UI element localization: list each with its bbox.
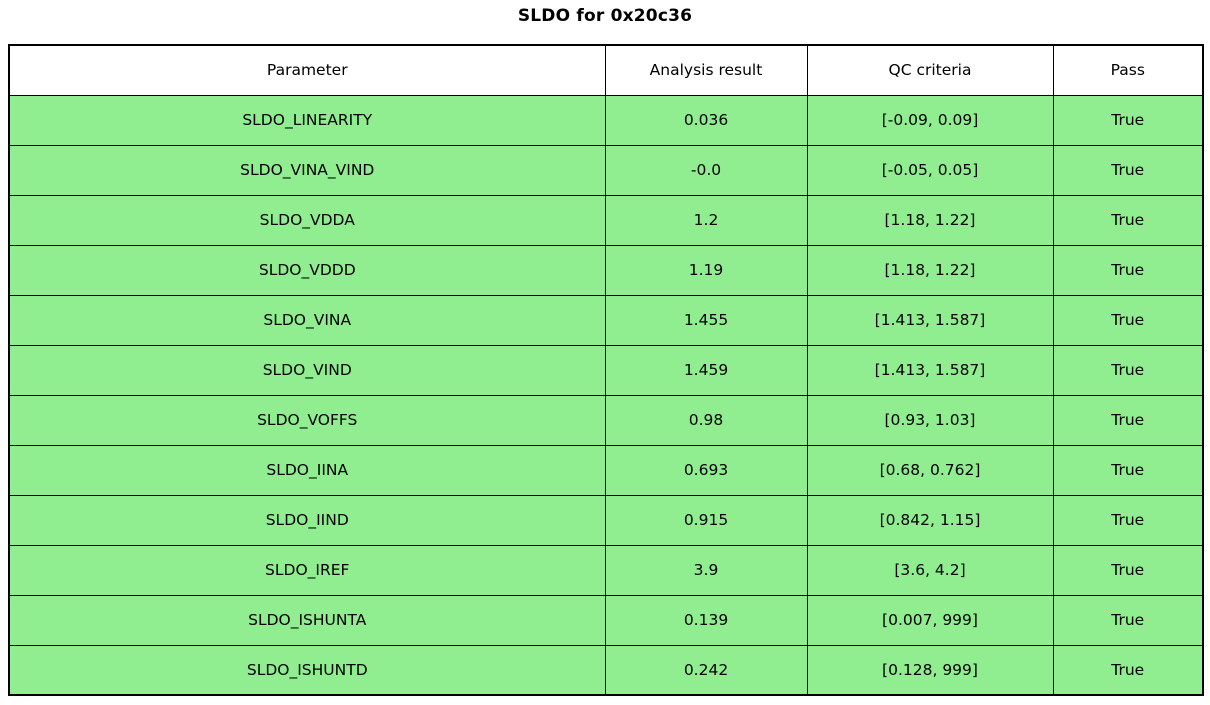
cell-pass: True: [1052, 244, 1204, 296]
cell-qc-criteria: [0.842, 1.15]: [806, 494, 1054, 546]
cell-analysis-result: 0.036: [604, 94, 808, 146]
cell-pass: True: [1052, 544, 1204, 596]
cell-pass: True: [1052, 94, 1204, 146]
col-header-pass: Pass: [1052, 44, 1204, 96]
cell-parameter: SLDO_VINA_VIND: [8, 144, 606, 196]
col-header-qc-criteria: QC criteria: [806, 44, 1054, 96]
cell-qc-criteria: [-0.09, 0.09]: [806, 94, 1054, 146]
cell-analysis-result: 1.455: [604, 294, 808, 346]
cell-pass: True: [1052, 294, 1204, 346]
table-row: SLDO_ISHUNTA 0.139 [0.007, 999] True: [8, 594, 1204, 646]
cell-analysis-result: 1.459: [604, 344, 808, 396]
cell-pass: True: [1052, 494, 1204, 546]
table-row: SLDO_VINA_VIND -0.0 [-0.05, 0.05] True: [8, 144, 1204, 196]
cell-parameter: SLDO_VDDA: [8, 194, 606, 246]
cell-analysis-result: 3.9: [604, 544, 808, 596]
cell-qc-criteria: [0.128, 999]: [806, 644, 1054, 696]
cell-pass: True: [1052, 444, 1204, 496]
cell-parameter: SLDO_VDDD: [8, 244, 606, 296]
cell-qc-criteria: [1.413, 1.587]: [806, 344, 1054, 396]
cell-parameter: SLDO_LINEARITY: [8, 94, 606, 146]
table-row: SLDO_VIND 1.459 [1.413, 1.587] True: [8, 344, 1204, 396]
table-body: SLDO_LINEARITY 0.036 [-0.09, 0.09] True SLDO…: [8, 94, 1204, 696]
cell-analysis-result: 0.693: [604, 444, 808, 496]
header-row: Parameter Analysis result QC criteria Pa…: [8, 44, 1204, 96]
table-row: SLDO_IIND 0.915 [0.842, 1.15] True: [8, 494, 1204, 546]
col-header-parameter: Parameter: [8, 44, 606, 96]
cell-pass: True: [1052, 344, 1204, 396]
cell-analysis-result: 0.98: [604, 394, 808, 446]
cell-qc-criteria: [1.18, 1.22]: [806, 244, 1054, 296]
cell-parameter: SLDO_VIND: [8, 344, 606, 396]
cell-pass: True: [1052, 394, 1204, 446]
table-row: SLDO_IINA 0.693 [0.68, 0.762] True: [8, 444, 1204, 496]
cell-analysis-result: 0.242: [604, 644, 808, 696]
cell-parameter: SLDO_ISHUNTD: [8, 644, 606, 696]
cell-parameter: SLDO_IREF: [8, 544, 606, 596]
cell-analysis-result: 1.2: [604, 194, 808, 246]
table-row: SLDO_VOFFS 0.98 [0.93, 1.03] True: [8, 394, 1204, 446]
cell-parameter: SLDO_VINA: [8, 294, 606, 346]
cell-parameter: SLDO_ISHUNTA: [8, 594, 606, 646]
cell-parameter: SLDO_VOFFS: [8, 394, 606, 446]
page-title: SLDO for 0x20c36: [517, 6, 693, 26]
cell-qc-criteria: [3.6, 4.2]: [806, 544, 1054, 596]
cell-analysis-result: 1.19: [604, 244, 808, 296]
cell-pass: True: [1052, 594, 1204, 646]
cell-qc-criteria: [-0.05, 0.05]: [806, 144, 1054, 196]
col-header-analysis-result: Analysis result: [604, 44, 808, 96]
cell-qc-criteria: [0.68, 0.762]: [806, 444, 1054, 496]
table-row: SLDO_ISHUNTD 0.242 [0.128, 999] True: [8, 644, 1204, 696]
cell-qc-criteria: [0.93, 1.03]: [806, 394, 1054, 446]
table-row: SLDO_IREF 3.9 [3.6, 4.2] True: [8, 544, 1204, 596]
table-row: SLDO_LINEARITY 0.036 [-0.09, 0.09] True: [8, 94, 1204, 146]
table-row: SLDO_VDDA 1.2 [1.18, 1.22] True: [8, 194, 1204, 246]
cell-qc-criteria: [1.18, 1.22]: [806, 194, 1054, 246]
cell-analysis-result: 0.915: [604, 494, 808, 546]
cell-pass: True: [1052, 194, 1204, 246]
cell-pass: True: [1052, 644, 1204, 696]
cell-analysis-result: -0.0: [604, 144, 808, 196]
cell-parameter: SLDO_IIND: [8, 494, 606, 546]
table-row: SLDO_VDDD 1.19 [1.18, 1.22] True: [8, 244, 1204, 296]
cell-parameter: SLDO_IINA: [8, 444, 606, 496]
qc-results-table: Parameter Analysis result QC criteria Pa…: [8, 44, 1204, 696]
cell-qc-criteria: [1.413, 1.587]: [806, 294, 1054, 346]
table-row: SLDO_VINA 1.455 [1.413, 1.587] True: [8, 294, 1204, 346]
cell-pass: True: [1052, 144, 1204, 196]
cell-analysis-result: 0.139: [604, 594, 808, 646]
cell-qc-criteria: [0.007, 999]: [806, 594, 1054, 646]
